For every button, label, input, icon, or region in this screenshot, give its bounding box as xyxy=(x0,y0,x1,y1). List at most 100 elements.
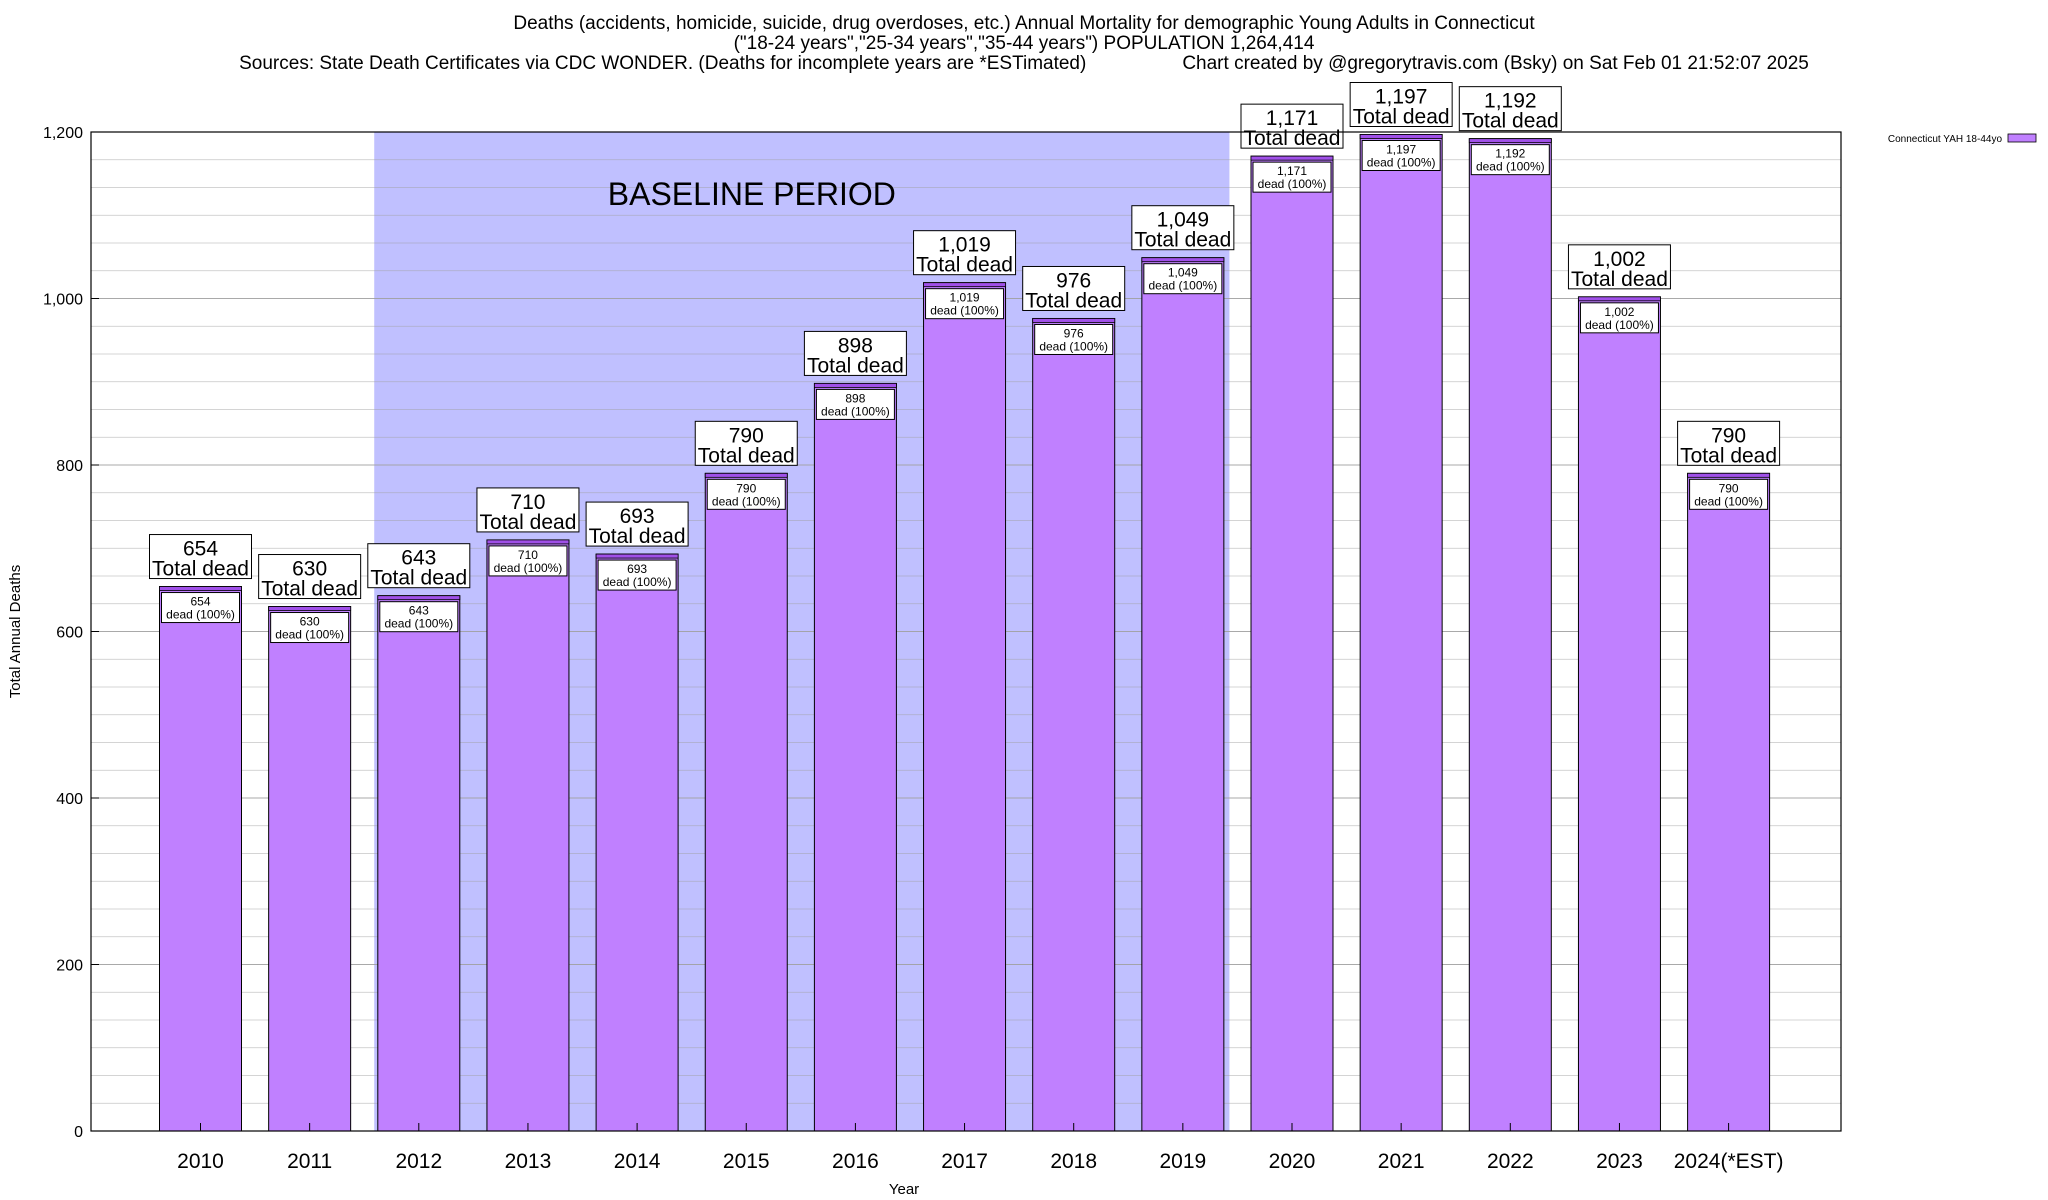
inner-percent-label: dead (100%) xyxy=(821,404,890,418)
inner-label-box xyxy=(488,545,568,577)
inner-percent-label: dead (100%) xyxy=(603,575,672,589)
inner-percent-label: dead (100%) xyxy=(166,608,235,622)
total-label-box xyxy=(258,554,362,600)
inner-label-box xyxy=(925,288,1005,320)
chart-credit: Chart created by @gregorytravis.com (Bsk… xyxy=(1182,53,1809,74)
total-dead-label: Total dead xyxy=(370,567,467,590)
chart-subtitle: ("18-24 years","25-34 years","35-44 year… xyxy=(733,33,1315,54)
bar xyxy=(1687,472,1771,1132)
bar xyxy=(1141,257,1225,1132)
inner-value-label: 1,019 xyxy=(950,291,980,305)
bar xyxy=(1250,155,1334,1132)
total-value-label: 630 xyxy=(292,558,327,581)
total-dead-label: Total dead xyxy=(1462,110,1559,133)
y-tick-label: 400 xyxy=(56,791,83,808)
y-axis-ticks: 0 200 400 600 800 1,000 1,200 xyxy=(43,125,99,1141)
bar-top-segment xyxy=(486,539,570,545)
x-tick-label: 2011 xyxy=(287,1150,332,1173)
total-dead-label: Total dead xyxy=(1353,105,1450,128)
bar xyxy=(595,553,679,1132)
bar xyxy=(268,606,352,1132)
total-value-label: 654 xyxy=(183,538,218,561)
inner-percent-label: dead (100%) xyxy=(712,494,781,508)
total-label-box xyxy=(913,230,1017,276)
bar-top-segment xyxy=(595,553,679,559)
inner-percent-label: dead (100%) xyxy=(1694,494,1763,508)
inner-label-box xyxy=(379,601,459,633)
inner-value-label: 643 xyxy=(409,604,429,618)
chart-title: Deaths (accidents, homicide, suicide, dr… xyxy=(513,13,1535,34)
bar xyxy=(704,472,788,1132)
total-value-label: 1,019 xyxy=(938,234,991,257)
bar xyxy=(1577,296,1661,1132)
bars xyxy=(159,133,1771,1132)
inner-label-box xyxy=(1361,139,1441,171)
total-dead-label: Total dead xyxy=(589,525,686,548)
y-tick-label: 800 xyxy=(56,458,83,475)
total-value-label: 693 xyxy=(620,505,655,528)
total-dead-label: Total dead xyxy=(261,578,358,601)
y-axis-label: Total Annual Deaths xyxy=(7,565,24,698)
total-dead-label: Total dead xyxy=(152,558,249,581)
total-label-box xyxy=(694,420,798,466)
inner-percent-label: dead (100%) xyxy=(1367,155,1436,169)
inner-label-box xyxy=(270,612,350,644)
inner-percent-label: dead (100%) xyxy=(1585,318,1654,332)
x-tick-label: 2020 xyxy=(1269,1150,1316,1173)
total-label-box xyxy=(1458,86,1562,132)
total-label-box xyxy=(1677,420,1781,466)
inner-value-label: 1,002 xyxy=(1604,305,1634,319)
bar-top-segment xyxy=(1468,138,1552,144)
x-tick-label: 2017 xyxy=(941,1150,988,1173)
inner-value-label: 1,049 xyxy=(1168,266,1198,280)
total-value-label: 710 xyxy=(510,491,545,514)
total-value-label: 790 xyxy=(1711,424,1746,447)
baseline-period-label: BASELINE PERIOD xyxy=(608,176,896,212)
bar-top-segment xyxy=(814,383,897,388)
bar-top-segment xyxy=(1141,257,1225,263)
x-tick-label: 2023 xyxy=(1596,1150,1643,1173)
inner-label-box xyxy=(597,559,677,591)
total-dead-label: Total dead xyxy=(1244,127,1341,150)
total-label-box xyxy=(1022,265,1126,311)
bar-top-segment xyxy=(1359,134,1443,139)
inner-value-label: 630 xyxy=(300,615,320,629)
x-tick-label: 2024(*EST) xyxy=(1674,1150,1784,1173)
inner-value-label: 1,171 xyxy=(1277,164,1307,178)
bar-top-segment xyxy=(1578,296,1661,302)
inner-value-label: 1,197 xyxy=(1386,142,1416,156)
bar xyxy=(486,539,570,1132)
x-tick-label: 2014 xyxy=(614,1150,661,1173)
inner-value-label: 710 xyxy=(518,548,538,562)
y-tick-label: 1,000 xyxy=(43,292,83,309)
total-dead-label: Total dead xyxy=(807,354,904,377)
total-dead-label: Total dead xyxy=(479,511,576,534)
inner-percent-label: dead (100%) xyxy=(1148,279,1217,293)
total-value-label: 1,002 xyxy=(1593,248,1646,271)
x-tick-label: 2012 xyxy=(395,1150,442,1173)
inner-percent-label: dead (100%) xyxy=(494,561,563,575)
total-value-label: 898 xyxy=(838,334,873,357)
total-label-box xyxy=(1567,244,1671,290)
inner-label-box xyxy=(1689,478,1769,510)
y-tick-label: 200 xyxy=(56,958,83,975)
inner-label-box xyxy=(706,478,786,510)
total-dead-label: Total dead xyxy=(1571,268,1668,291)
total-value-label: 790 xyxy=(729,424,764,447)
inner-label-box xyxy=(815,388,895,420)
inner-percent-label: dead (100%) xyxy=(930,304,999,318)
inner-percent-label: dead (100%) xyxy=(275,628,344,642)
total-label-box xyxy=(1131,205,1235,251)
total-value-label: 643 xyxy=(401,547,436,570)
total-label-box xyxy=(149,534,252,580)
bar xyxy=(159,586,242,1132)
inner-label-box xyxy=(1252,161,1332,193)
bar xyxy=(1032,317,1116,1132)
x-tick-label: 2021 xyxy=(1378,1150,1425,1173)
x-tick-label: 2019 xyxy=(1159,1150,1206,1173)
inner-label-box xyxy=(1470,144,1550,176)
inner-percent-label: dead (100%) xyxy=(1039,339,1108,353)
chart-source-line: Sources: State Death Certificates via CD… xyxy=(0,54,2048,74)
bar-top-segment xyxy=(923,282,1006,288)
